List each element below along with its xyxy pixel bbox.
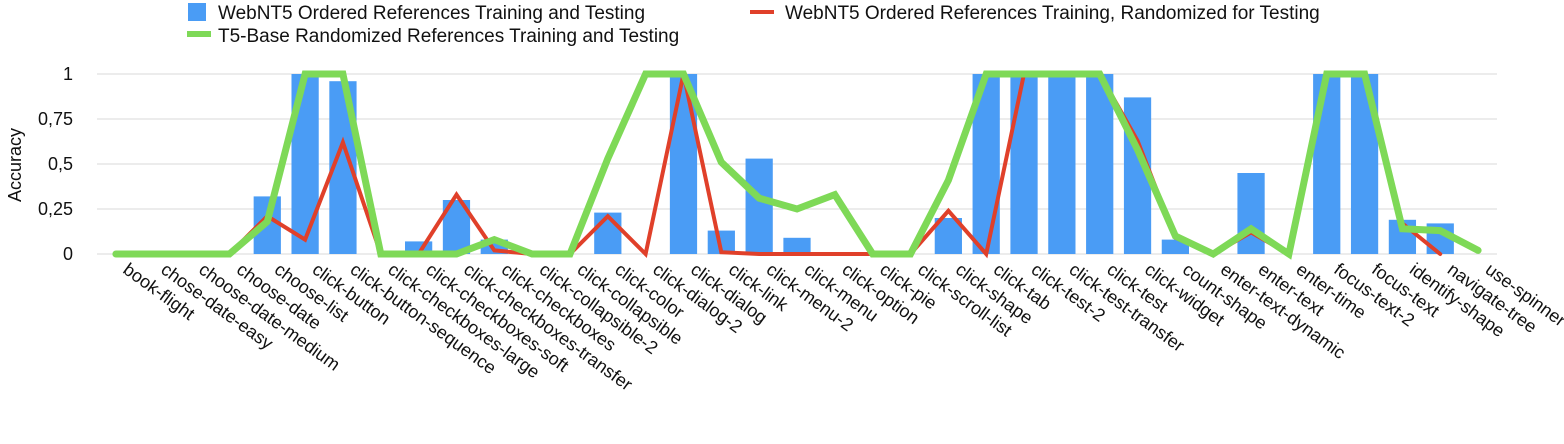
- bar: [1086, 74, 1114, 254]
- y-tick-label: 1: [63, 64, 73, 84]
- bar: [1048, 74, 1076, 254]
- bar: [1313, 74, 1341, 254]
- y-tick-labels: 0 0,25 0,5 0,75 1: [38, 64, 73, 264]
- y-tick-label: 0,5: [48, 154, 73, 174]
- legend: WebNT5 Ordered References Training and T…: [187, 3, 1320, 47]
- legend-swatch-bar: [188, 3, 206, 21]
- bar: [707, 230, 735, 254]
- x-tick-labels: book-flightchose-date-easychoose-date-me…: [120, 259, 1564, 395]
- bar: [1161, 239, 1189, 254]
- series-line-green: [112, 70, 1482, 260]
- y-tick-label: 0,25: [38, 199, 73, 219]
- y-axis-title: Accuracy: [5, 128, 25, 202]
- y-tick-label: 0,75: [38, 109, 73, 129]
- bar: [783, 237, 811, 254]
- bar: [594, 212, 622, 254]
- legend-label-series-3: T5-Base Randomized References Training a…: [218, 26, 679, 47]
- bar: [1010, 74, 1038, 254]
- legend-label-series-2: WebNT5 Ordered References Training, Rand…: [785, 3, 1320, 24]
- y-tick-label: 0: [63, 244, 73, 264]
- legend-label-series-1: WebNT5 Ordered References Training and T…: [218, 3, 645, 24]
- bar: [1237, 173, 1265, 254]
- bar: [745, 158, 773, 254]
- line-series: [112, 70, 1482, 260]
